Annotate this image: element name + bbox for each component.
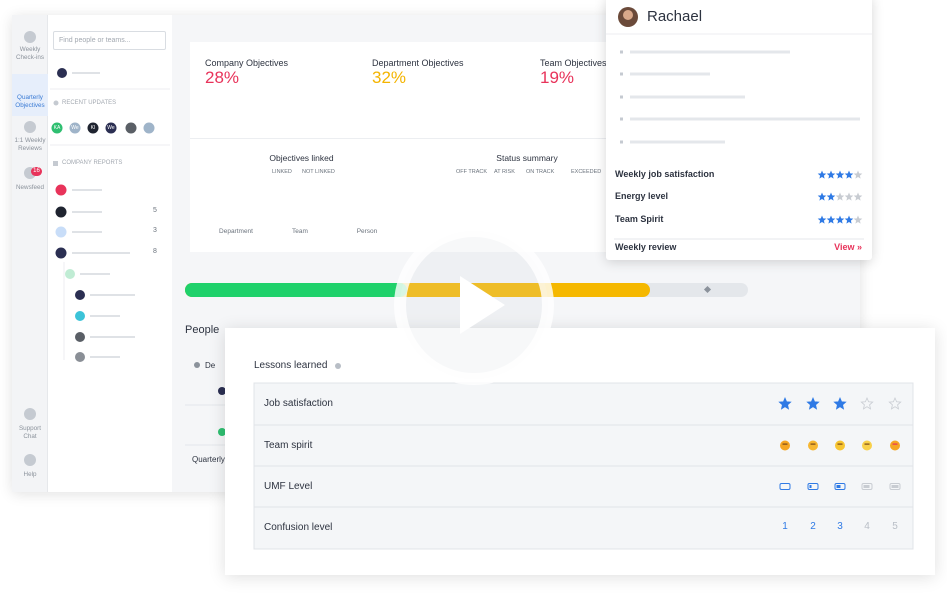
legend-label: AT RISK — [494, 169, 515, 175]
confusion-option[interactable]: 5 — [892, 521, 898, 532]
card-title: Company Objectives — [205, 58, 289, 68]
nav-label[interactable]: Quarterly Objectives — [15, 94, 45, 109]
nav-active — [12, 74, 48, 116]
profile-name: Rachael — [647, 8, 703, 25]
lesson-label: Team spirit — [264, 439, 313, 451]
card-value: 19% — [540, 68, 575, 87]
confusion-option[interactable]: 1 — [782, 521, 788, 532]
newsfeed-badge: 16 — [31, 167, 42, 176]
avatar-initials: We — [107, 125, 115, 131]
category-label: Department — [219, 228, 253, 235]
category-label: Person — [356, 228, 378, 235]
confusion-option[interactable]: 4 — [864, 521, 870, 532]
nav-label[interactable]: Weekly Check-ins — [16, 46, 44, 61]
legend-label: EXCEEDED — [571, 169, 602, 175]
lessons-panel — [225, 328, 935, 575]
widget-title: Status summary — [496, 153, 558, 163]
nav-label[interactable]: 1:1 Weekly Reviews — [14, 137, 46, 152]
cards-row1 — [190, 42, 660, 138]
report-count: 5 — [153, 207, 157, 214]
column-head: De — [205, 361, 216, 370]
review-link[interactable]: View » — [834, 242, 862, 252]
lesson-label: UMF Level — [264, 480, 313, 492]
nav-label[interactable]: Help — [23, 471, 37, 478]
avatar-initials: We — [71, 125, 79, 131]
confusion-option[interactable]: 2 — [810, 521, 816, 532]
nav-label[interactable]: Newsfeed — [15, 184, 44, 191]
card-value: 32% — [372, 68, 407, 87]
search-box[interactable]: Find people or teams... — [53, 31, 166, 50]
card-title: Department Objectives — [372, 58, 464, 68]
confusion-option[interactable]: 3 — [837, 521, 843, 532]
report-count: 8 — [153, 248, 157, 255]
rating-label: Energy level — [615, 191, 669, 201]
report-count: 3 — [153, 227, 157, 234]
card-value: 28% — [205, 68, 240, 87]
avatar-initials: KI — [90, 125, 96, 131]
legend-label: OFF TRACK — [456, 169, 488, 175]
legend-label: ON TRACK — [526, 169, 555, 175]
rating-label: Weekly job satisfaction — [615, 169, 715, 179]
lessons-title: Lessons learned — [254, 360, 328, 371]
legend-label: NOT LINKED — [302, 169, 335, 175]
widget-title: Objectives linked — [269, 153, 334, 163]
category-label: Team — [292, 228, 308, 235]
legend-label: LINKED — [272, 169, 292, 175]
avatar-initials: KA — [53, 125, 61, 131]
card-title: Team Objectives — [540, 58, 607, 68]
section-label: COMPANY REPORTS — [62, 160, 123, 166]
lesson-label: Job satisfaction — [264, 398, 333, 409]
lesson-label: Confusion level — [264, 522, 333, 533]
section-title: People — [185, 324, 220, 336]
review-label: Weekly review — [615, 242, 677, 252]
nav-label[interactable]: Support Chat — [18, 425, 42, 440]
section-label: RECENT UPDATES — [62, 100, 117, 106]
row-label: Quarterly — [192, 455, 225, 464]
rating-label: Team Spirit — [615, 214, 664, 224]
